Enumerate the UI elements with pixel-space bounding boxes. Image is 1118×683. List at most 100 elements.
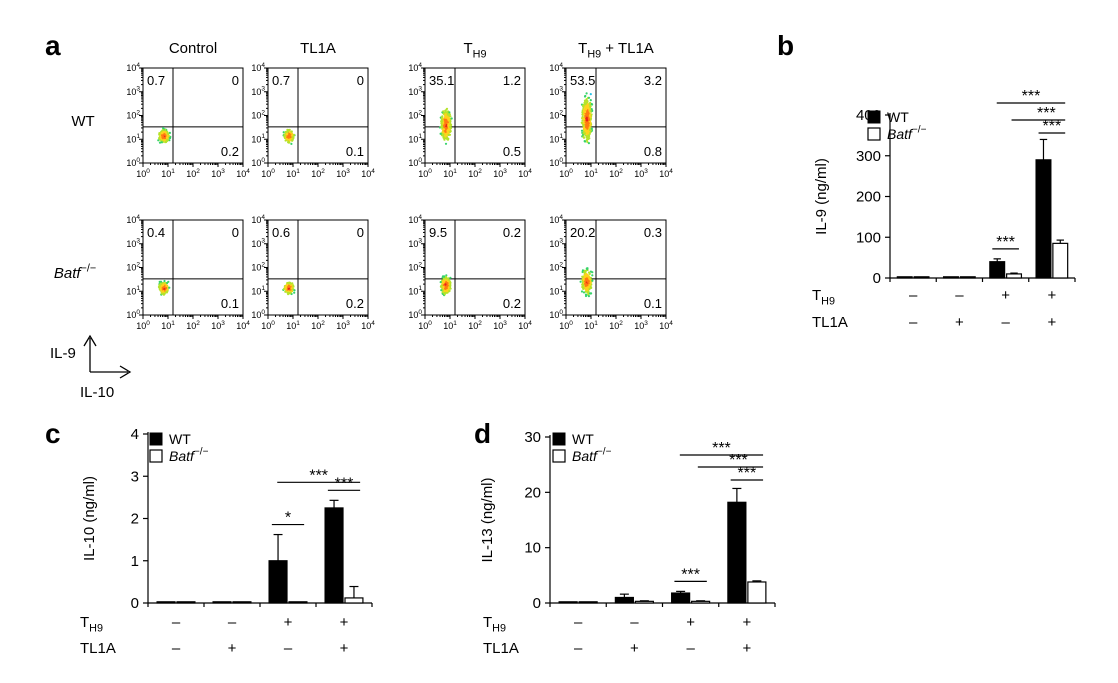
flow-event-dot [163,137,167,140]
bar-batf-group-1 [959,276,976,279]
quadrant-value-upper-right: 1.2 [503,73,521,88]
x-tick-label-part: 10 [493,169,503,179]
x-tick-label-part: 10 [261,321,271,331]
flow-event-dot [441,280,445,284]
flow-event-dot [591,109,594,112]
flow-event-dot [441,126,444,129]
flow-event-dot [589,99,592,102]
x-tick-label-part: 10 [161,321,171,331]
flow-event-dot [581,115,584,118]
flow-event-dot [447,133,450,137]
treatment-label-0: TH9​ [483,614,506,635]
legend-swatch-batf [867,127,881,141]
y-tick-label-superscript: 4 [559,214,563,221]
x-tick-label-part: 10 [161,169,171,179]
flow-event-dot [444,283,447,286]
x-tick-label-superscript: 3 [221,320,225,327]
flow-event-dot [584,110,587,113]
flow-event-dot [580,121,583,124]
x-tick-label: 104​ [361,320,375,331]
quadrant-value-upper-right: 0 [232,225,239,240]
x-tick-label-part: 10 [634,321,644,331]
flow-event-dot [589,101,592,104]
flow-event-dot [286,282,289,285]
flow-event-dot [444,142,448,145]
flow-event-dot [441,120,444,123]
y-tick-label-superscript: 0 [418,309,422,316]
y-axis-tick-label: 3 [131,468,139,485]
treatment-label-0-subscript: H9 [492,623,506,635]
x-tick-label-superscript: 3 [644,320,648,327]
y-tick-label-part: 10 [126,239,136,249]
y-tick-label-part: 10 [408,239,418,249]
y-tick-label-superscript: 1 [559,133,563,140]
y-tick-label: 104​ [408,62,422,73]
treatment-value: + [228,640,237,657]
y-tick-label: 101​ [549,285,563,296]
y-axis-tick-label: 10 [524,540,541,557]
x-tick-label-superscript: 2 [478,320,482,327]
flow-event-dot [440,284,443,287]
legend-label-batf: Batf−/− [169,447,209,464]
y-tick-label: 103​ [408,238,422,249]
x-tick-label: 100​ [261,320,275,331]
flow-event-dot [582,117,585,120]
y-tick-label: 100​ [408,157,422,168]
y-tick-label-superscript: 1 [136,133,140,140]
treatment-value: + [1047,287,1056,304]
y-tick-label-part: 10 [408,158,418,168]
flow-event-dot [581,111,584,114]
y-tick-label-part: 10 [549,215,559,225]
y-tick-label: 104​ [549,214,563,225]
x-tick-label-superscript: 1 [296,168,300,175]
flow-event-dot [164,141,167,144]
flow-event-dot [166,136,169,139]
flow-event-dot [584,294,588,298]
flow-event-dot [585,121,588,124]
treatment-value: – [630,614,639,631]
y-tick-label-superscript: 0 [261,309,265,316]
flow-event-dot [442,110,445,113]
il9-axis-label: IL-9 [50,345,76,362]
bar-wt-group-3 [324,507,344,604]
flow-event-dot [443,124,446,127]
y-tick-label-part: 10 [549,286,559,296]
flow-event-dot [584,106,587,109]
y-tick-label-part: 10 [126,87,136,97]
x-tick-label-part: 10 [236,169,246,179]
bar-wt-group-0 [896,276,913,279]
y-axis-tick-label: 300 [856,148,881,165]
significance-stars: *** [1037,105,1056,122]
bar-batf-group-1 [634,600,654,604]
flow-event-dot [587,106,590,109]
flow-event-dot [585,108,588,111]
y-tick-label: 104​ [126,62,140,73]
flow-event-dot [449,276,452,279]
flow-event-dot [287,293,290,296]
x-tick-label-superscript: 4 [669,320,673,327]
flow-event-dot [158,284,161,288]
flow-event-dot [449,281,452,284]
quadrant-value-upper-left: 9.5 [429,225,447,240]
x-tick-label-superscript: 1 [594,168,598,175]
y-tick-label-part: 10 [251,111,261,121]
y-tick-label-superscript: 0 [136,309,140,316]
y-tick-label-superscript: 3 [261,86,265,93]
genotype-label-0: WT [71,113,94,130]
y-tick-label-superscript: 3 [418,86,422,93]
flow-event-dot [286,131,289,134]
y-tick-label: 102​ [251,261,265,272]
y-tick-label: 100​ [408,309,422,320]
flow-event-dot [443,138,446,141]
flow-event-dot [284,139,287,142]
x-tick-label: 100​ [261,168,275,179]
y-tick-label-part: 10 [408,215,418,225]
y-tick-label-superscript: 3 [136,86,140,93]
flow-event-dot [442,285,445,289]
flow-event-dot [581,275,584,278]
panel-letter-b: b [777,30,794,61]
flow-event-dot [443,289,446,292]
y-tick-label: 101​ [251,133,265,144]
flow-event-dot [164,128,167,132]
